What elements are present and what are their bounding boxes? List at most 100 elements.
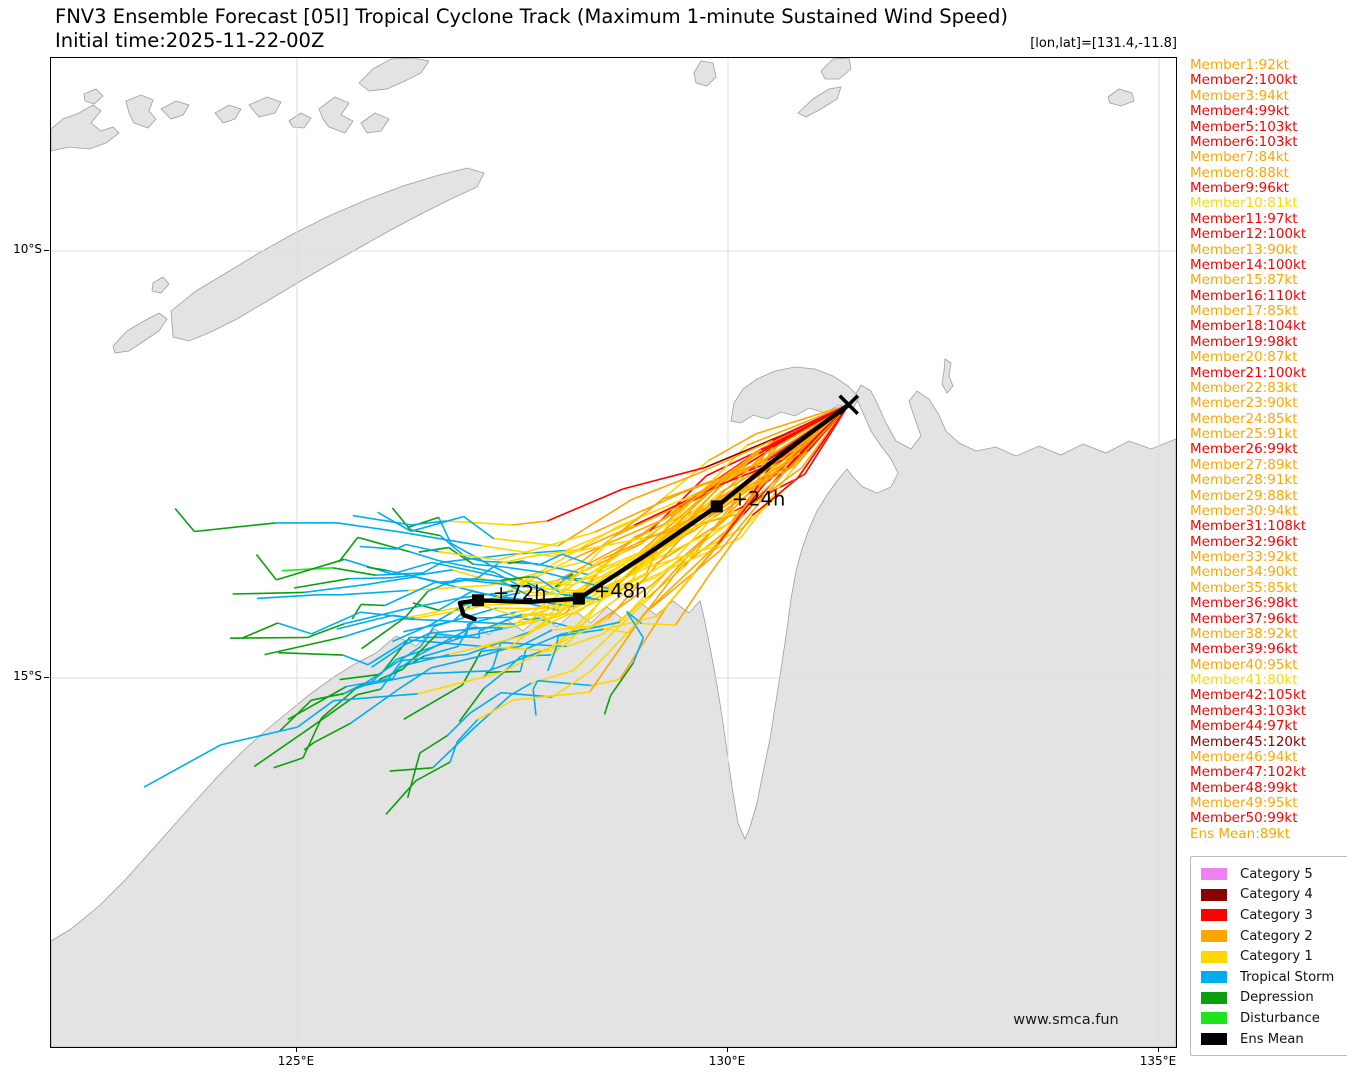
legend-item: Category 4 [1201,885,1342,906]
land-island-d [160,100,190,120]
member-wind-item: Member47:102kt [1190,764,1307,781]
member-wind-item: Member8:88kt [1190,164,1289,181]
member-wind-item: Member38:92kt [1190,625,1298,642]
start-x-marker [838,394,859,415]
member-wind-item: Member18:104kt [1190,318,1307,335]
initial-time-label: Initial time:2025-11-22-00Z [55,29,325,52]
x-tickmark [727,1047,728,1052]
legend-item: Ens Mean [1201,1029,1342,1050]
legend-item: Depression [1201,988,1342,1009]
legend-label: Category 4 [1240,887,1313,903]
member-wind-item: Member19:98kt [1190,333,1298,350]
legend-swatch-icon [1201,950,1227,963]
map-canvas: +24h +48h +72h [51,58,1176,1051]
member-wind-item: Member13:90kt [1190,241,1298,258]
legend-item: Category 2 [1201,926,1342,947]
member-wind-item: Member36:98kt [1190,595,1298,612]
member-wind-item: Member26:99kt [1190,441,1298,458]
member-wind-item: Member1:92kt [1190,57,1289,73]
legend-label: Depression [1240,990,1314,1006]
member-wind-item: Member16:110kt [1190,287,1307,304]
land-tiny-island [151,276,170,294]
member-wind-item: Member25:91kt [1190,426,1298,442]
member-wind-item: Member45:120kt [1190,733,1307,750]
member-wind-item: Member35:85kt [1190,579,1298,596]
forecast-label-24h: +24h [732,487,786,510]
land-tiwi-islands [730,366,860,424]
legend-item: Category 1 [1201,946,1342,967]
legend-swatch-icon [1201,930,1227,943]
land-rote-island [112,312,168,354]
legend-swatch-icon [1201,909,1227,922]
land-island-h2 [360,112,390,134]
member-wind-item: Member50:99kt [1190,810,1298,827]
land-sliver-island [941,358,954,394]
member-wind-item: Member17:85kt [1190,303,1298,319]
legend-swatch-icon [1201,991,1227,1004]
member-wind-item: Member33:92kt [1190,549,1298,565]
member-wind-item: Member12:100kt [1190,226,1307,243]
legend-item: Tropical Storm [1201,967,1342,988]
mean-track-path [457,402,851,622]
member-wind-item: Member4:99kt [1190,103,1289,120]
member-wind-item: Member31:108kt [1190,518,1307,535]
member-wind-item: Member21:100kt [1190,364,1307,381]
member-wind-item: Member32:96kt [1190,533,1298,550]
member-wind-item: Member48:99kt [1190,779,1298,796]
member-wind-item: Member14:100kt [1190,256,1307,273]
member-wind-item: Member20:87kt [1190,349,1298,366]
member-wind-item: Ens Mean:89kt [1190,825,1291,842]
member-wind-item: Member9:96kt [1190,180,1289,196]
y-tickmark [44,677,49,678]
legend-label: Category 1 [1240,949,1313,965]
legend: Category 5 Category 4 Category 3 Category 2… [1190,856,1347,1057]
member-wind-item: Member43:103kt [1190,702,1307,719]
land-timor [170,167,485,342]
member-wind-list: Member1:92kt Member2:100kt Member3:94kt Mem… [1190,57,1307,842]
legend-label: Ens Mean [1240,1031,1304,1047]
land-island-f [248,96,282,118]
land-island-c [125,94,157,129]
ensemble-track [377,403,850,547]
member-wind-item: Member34:90kt [1190,564,1298,581]
x-tick-label: 125°E [277,1054,315,1068]
legend-item: Category 3 [1201,905,1342,926]
y-tick-label: 15°S [13,669,42,683]
member-wind-item: Member15:87kt [1190,272,1298,289]
land-layer [51,58,1176,1047]
initial-position-label: [lon,lat]=[131.4,-11.8] [1030,36,1177,51]
land-island-m [797,86,842,118]
member-wind-item: Member24:85kt [1190,410,1298,427]
member-wind-item: Member39:96kt [1190,641,1298,658]
member-wind-item: Member42:105kt [1190,687,1307,704]
member-wind-item: Member6:103kt [1190,133,1298,150]
land-island-e [214,104,242,124]
land-island-a [51,104,120,152]
legend-swatch-icon [1201,1012,1227,1025]
member-wind-item: Member27:89kt [1190,456,1298,473]
land-island-b [83,88,104,105]
land-island-g [288,112,312,129]
ensemble-track [359,404,850,561]
member-wind-item: Member30:94kt [1190,502,1298,519]
forecast-marker-72h [472,594,484,607]
member-wind-item: Member44:97kt [1190,718,1298,735]
y-tickmark [44,250,49,251]
legend-swatch-icon [1201,1033,1227,1046]
x-tickmark [1158,1047,1159,1052]
land-island-k [358,58,430,92]
legend-label: Disturbance [1240,1010,1320,1026]
member-wind-item: Member37:96kt [1190,610,1298,627]
member-wind-item: Member41:80kt [1190,672,1298,688]
page-title: FNV3 Ensemble Forecast [05I] Tropical Cy… [55,5,1008,28]
member-wind-item: Member23:90kt [1190,395,1298,412]
ensemble-tracks-layer [143,403,850,815]
member-wind-item: Member2:100kt [1190,72,1298,89]
watermark-text: www.smca.fun [1013,1012,1119,1028]
legend-swatch-icon [1201,868,1227,881]
land-island-l [693,60,717,87]
mean-track-layer: +24h +48h +72h [457,394,859,622]
legend-swatch-icon [1201,971,1227,984]
member-wind-item: Member7:84kt [1190,149,1289,166]
